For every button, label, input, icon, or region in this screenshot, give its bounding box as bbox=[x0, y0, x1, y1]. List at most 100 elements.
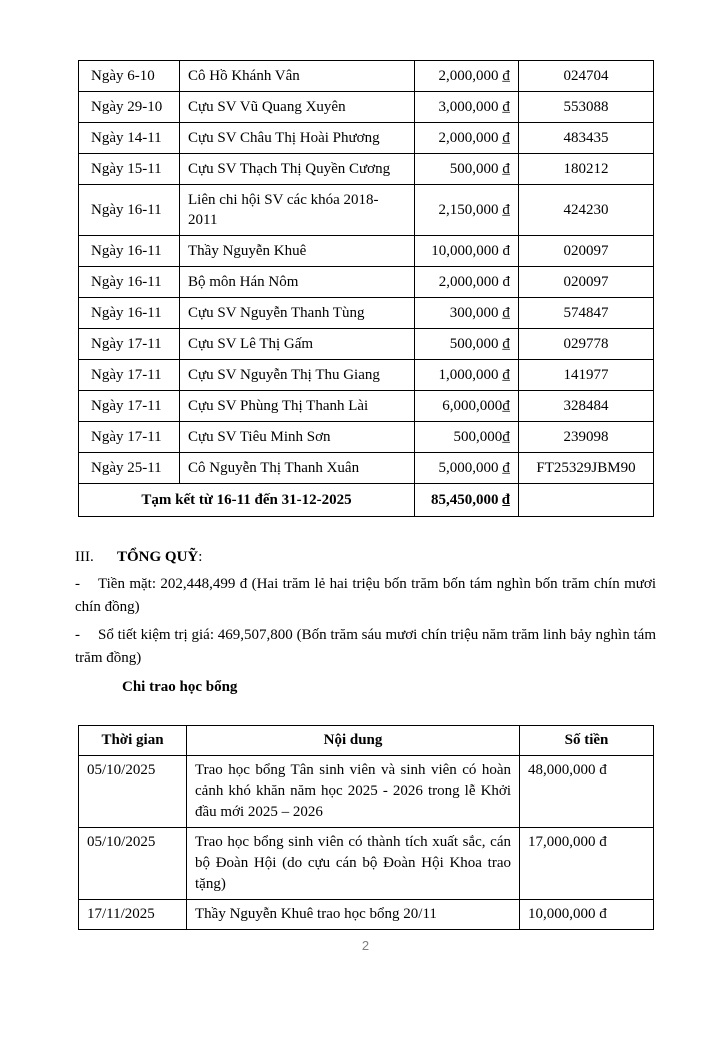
donation-date-cell: Ngày 17-11 bbox=[78, 359, 180, 391]
donation-amount-cell: 500,000 ₫ bbox=[414, 153, 519, 185]
donation-donor-cell: Cựu SV Thạch Thị Quyền Cương bbox=[179, 153, 415, 185]
table-row: Ngày 17-11 Cựu SV Lê Thị Gấm 500,000 ₫ 0… bbox=[78, 328, 654, 360]
scholarship-amount-cell: 10,000,000 đ bbox=[519, 899, 654, 930]
table-row: 05/10/2025 Trao học bổng sinh viên có th… bbox=[78, 827, 654, 900]
table-row: Ngày 25-11 Cô Nguyễn Thị Thanh Xuân 5,00… bbox=[78, 452, 654, 484]
page-number: 2 bbox=[361, 938, 370, 953]
section-heading: III. TỔNG QUỸ: bbox=[75, 547, 701, 568]
table-row: Ngày 16-11 Liên chi hội SV các khóa 2018… bbox=[78, 184, 654, 236]
scholarship-subheading: Chi trao học bổng bbox=[122, 679, 238, 695]
table-row: Ngày 17-11 Cựu SV Nguyễn Thị Thu Giang 1… bbox=[78, 359, 654, 391]
donation-code-cell: 141977 bbox=[518, 359, 654, 391]
donation-donor-cell: Cựu SV Nguyễn Thị Thu Giang bbox=[179, 359, 415, 391]
document-page: Ngày 6-10 Cô Hồ Khánh Vân 2,000,000 ₫ 02… bbox=[0, 60, 701, 1041]
header-content: Nội dung bbox=[186, 725, 520, 756]
section-numeral: III. bbox=[75, 549, 94, 565]
table-header-row: Thời gian Nội dung Số tiền bbox=[78, 725, 654, 756]
donation-donor-cell: Bộ môn Hán Nôm bbox=[179, 266, 415, 298]
donation-amount-cell: 10,000,000 đ bbox=[414, 235, 519, 267]
donation-date-cell: Ngày 15-11 bbox=[78, 153, 180, 185]
donation-code-cell: 180212 bbox=[518, 153, 654, 185]
donation-amount-cell: 2,150,000 ₫ bbox=[414, 184, 519, 236]
donation-amount-cell: 300,000 ₫ bbox=[414, 297, 519, 329]
donation-date-cell: Ngày 17-11 bbox=[78, 390, 180, 422]
bullet-marker: - bbox=[75, 627, 80, 643]
donation-amount-cell: 2,000,000 ₫ bbox=[414, 60, 519, 92]
donation-code-cell: 483435 bbox=[518, 122, 654, 154]
scholarship-content-cell: Thầy Nguyễn Khuê trao học bổng 20/11 bbox=[186, 899, 520, 930]
table-row: Ngày 17-11 Cựu SV Tiêu Minh Sơn 500,000₫… bbox=[78, 421, 654, 453]
donation-date-cell: Ngày 29-10 bbox=[78, 91, 180, 123]
donation-amount-cell: 500,000₫ bbox=[414, 421, 519, 453]
donation-date-cell: Ngày 6-10 bbox=[78, 60, 180, 92]
table-row: 17/11/2025 Thầy Nguyễn Khuê trao học bổn… bbox=[78, 899, 654, 930]
scholarship-time-cell: 05/10/2025 bbox=[78, 755, 187, 828]
cash-total-paragraph: - Tiền mặt: 202,448,499 đ (Hai trăm lẻ ha… bbox=[75, 573, 656, 619]
donation-code-cell: 020097 bbox=[518, 266, 654, 298]
table-row: Ngày 15-11 Cựu SV Thạch Thị Quyền Cương … bbox=[78, 153, 654, 185]
table-row: Ngày 16-11 Bộ môn Hán Nôm 2,000,000 đ 02… bbox=[78, 266, 654, 298]
section-title: TỔNG QUỸ bbox=[117, 549, 199, 565]
total-amount-cell: 85,450,000 ₫ bbox=[414, 483, 519, 517]
donation-donor-cell: Cựu SV Phùng Thị Thanh Lài bbox=[179, 390, 415, 422]
donation-donor-cell: Cựu SV Tiêu Minh Sơn bbox=[179, 421, 415, 453]
donation-date-cell: Ngày 17-11 bbox=[78, 421, 180, 453]
header-amount: Số tiền bbox=[519, 725, 654, 756]
table-row: 05/10/2025 Trao học bổng Tân sinh viên v… bbox=[78, 755, 654, 828]
donation-donor-cell: Cựu SV Vũ Quang Xuyên bbox=[179, 91, 415, 123]
donation-code-cell: 029778 bbox=[518, 328, 654, 360]
donation-amount-cell: 500,000 ₫ bbox=[414, 328, 519, 360]
scholarship-table: Thời gian Nội dung Số tiền 05/10/2025 Tr… bbox=[78, 725, 654, 930]
donation-amount-cell: 5,000,000 ₫ bbox=[414, 452, 519, 484]
donation-donor-cell: Cựu SV Châu Thị Hoài Phương bbox=[179, 122, 415, 154]
scholarship-content-cell: Trao học bổng Tân sinh viên và sinh viên… bbox=[186, 755, 520, 828]
donation-code-cell: 553088 bbox=[518, 91, 654, 123]
scholarship-amount-cell: 48,000,000 đ bbox=[519, 755, 654, 828]
donation-date-cell: Ngày 25-11 bbox=[78, 452, 180, 484]
header-time: Thời gian bbox=[78, 725, 187, 756]
donation-amount-cell: 6,000,000₫ bbox=[414, 390, 519, 422]
scholarship-amount-cell: 17,000,000 đ bbox=[519, 827, 654, 900]
savings-total-text: Sổ tiết kiệm trị giá: 469,507,800 (Bốn t… bbox=[75, 627, 656, 666]
donation-code-cell: 239098 bbox=[518, 421, 654, 453]
table-row: Ngày 29-10 Cựu SV Vũ Quang Xuyên 3,000,0… bbox=[78, 91, 654, 123]
donation-date-cell: Ngày 17-11 bbox=[78, 328, 180, 360]
donation-donor-cell: Cựu SV Lê Thị Gấm bbox=[179, 328, 415, 360]
donation-code-cell: 424230 bbox=[518, 184, 654, 236]
donation-donor-cell: Cựu SV Nguyễn Thanh Tùng bbox=[179, 297, 415, 329]
donation-donor-cell: Cô Hồ Khánh Vân bbox=[179, 60, 415, 92]
donation-amount-cell: 2,000,000 ₫ bbox=[414, 122, 519, 154]
table-row: Ngày 16-11 Cựu SV Nguyễn Thanh Tùng 300,… bbox=[78, 297, 654, 329]
donation-date-cell: Ngày 16-11 bbox=[78, 235, 180, 267]
donation-code-cell: FT25329JBM90 bbox=[518, 452, 654, 484]
donation-donor-cell: Thầy Nguyễn Khuê bbox=[179, 235, 415, 267]
total-label-cell: Tạm kết từ 16-11 đến 31-12-2025 bbox=[78, 483, 415, 517]
table-row: Ngày 14-11 Cựu SV Châu Thị Hoài Phương 2… bbox=[78, 122, 654, 154]
donation-date-cell: Ngày 16-11 bbox=[78, 184, 180, 236]
donation-date-cell: Ngày 14-11 bbox=[78, 122, 180, 154]
donation-date-cell: Ngày 16-11 bbox=[78, 297, 180, 329]
donation-code-cell: 328484 bbox=[518, 390, 654, 422]
cash-total-text: Tiền mặt: 202,448,499 đ (Hai trăm lẻ hai… bbox=[75, 576, 656, 615]
total-code-cell bbox=[518, 483, 654, 517]
section-title-colon: : bbox=[198, 549, 203, 565]
scholarship-time-cell: 05/10/2025 bbox=[78, 827, 187, 900]
savings-total-paragraph: - Sổ tiết kiệm trị giá: 469,507,800 (Bốn … bbox=[75, 624, 656, 670]
donation-date-cell: Ngày 16-11 bbox=[78, 266, 180, 298]
donation-code-cell: 574847 bbox=[518, 297, 654, 329]
donation-donor-cell: Liên chi hội SV các khóa 2018-2011 bbox=[179, 184, 415, 236]
table-row: Ngày 17-11 Cựu SV Phùng Thị Thanh Lài 6,… bbox=[78, 390, 654, 422]
scholarship-time-cell: 17/11/2025 bbox=[78, 899, 187, 930]
donation-amount-cell: 3,000,000 ₫ bbox=[414, 91, 519, 123]
donation-amount-cell: 2,000,000 đ bbox=[414, 266, 519, 298]
donation-code-cell: 024704 bbox=[518, 60, 654, 92]
donation-donor-cell: Cô Nguyễn Thị Thanh Xuân bbox=[179, 452, 415, 484]
table-row: Ngày 16-11 Thầy Nguyễn Khuê 10,000,000 đ… bbox=[78, 235, 654, 267]
donation-table: Ngày 6-10 Cô Hồ Khánh Vân 2,000,000 ₫ 02… bbox=[78, 60, 654, 517]
table-total-row: Tạm kết từ 16-11 đến 31-12-2025 85,450,0… bbox=[78, 483, 654, 517]
table-row: Ngày 6-10 Cô Hồ Khánh Vân 2,000,000 ₫ 02… bbox=[78, 60, 654, 92]
bullet-marker: - bbox=[75, 576, 80, 592]
donation-amount-cell: 1,000,000 ₫ bbox=[414, 359, 519, 391]
donation-code-cell: 020097 bbox=[518, 235, 654, 267]
scholarship-content-cell: Trao học bổng sinh viên có thành tích xu… bbox=[186, 827, 520, 900]
